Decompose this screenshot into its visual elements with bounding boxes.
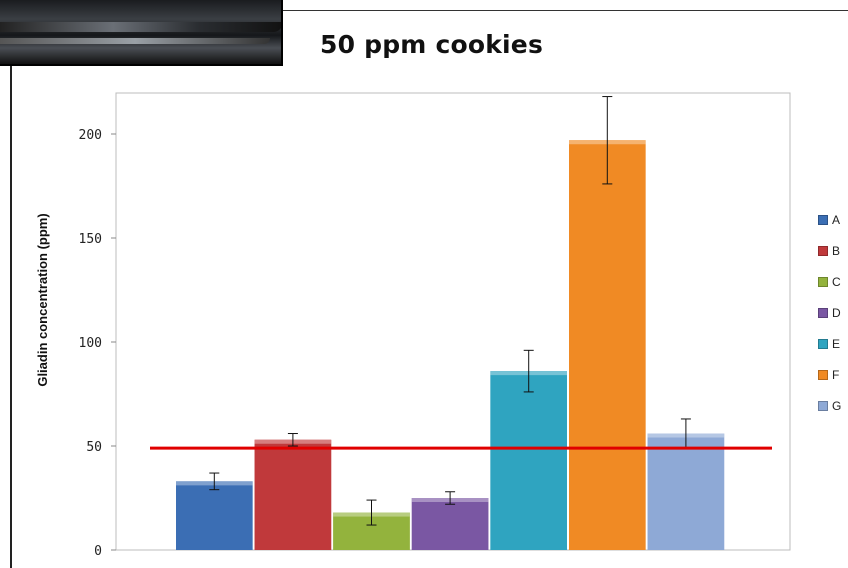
legend-label: E bbox=[832, 336, 841, 351]
legend-swatch bbox=[818, 307, 828, 318]
photo-sheen bbox=[0, 22, 281, 32]
y-tick-label: 100 bbox=[79, 336, 102, 351]
bar-shade bbox=[254, 439, 332, 550]
legend-label: G bbox=[832, 398, 842, 413]
y-tick-label: 200 bbox=[79, 128, 102, 143]
legend-label: C bbox=[832, 274, 841, 289]
chart-title: 50 ppm cookies bbox=[320, 30, 544, 59]
photo-crop bbox=[0, 0, 283, 66]
legend-label: D bbox=[832, 305, 841, 320]
legend-item: E bbox=[818, 328, 841, 359]
bar-shade bbox=[176, 481, 253, 550]
legend-swatch bbox=[818, 400, 828, 411]
legend-item: G bbox=[818, 390, 841, 421]
legend-label: F bbox=[832, 367, 840, 382]
legend-item: C bbox=[818, 266, 841, 297]
legend-swatch bbox=[818, 245, 828, 256]
legend-label: B bbox=[832, 243, 841, 258]
legend-item: D bbox=[818, 297, 841, 328]
legend-item: A bbox=[818, 204, 841, 235]
left-rule bbox=[10, 66, 12, 568]
top-rule bbox=[283, 10, 848, 11]
bar-shade bbox=[647, 433, 725, 550]
legend-swatch bbox=[818, 214, 828, 225]
y-tick-label: 0 bbox=[94, 544, 102, 559]
legend-swatch bbox=[818, 338, 828, 349]
legend-item: F bbox=[818, 359, 841, 390]
y-tick-label: 50 bbox=[86, 440, 102, 455]
legend-label: A bbox=[832, 212, 841, 227]
legend-swatch bbox=[818, 369, 828, 380]
y-tick-label: 150 bbox=[79, 232, 102, 247]
bar-shade bbox=[569, 140, 646, 551]
legend-item: B bbox=[818, 235, 841, 266]
bar-shade bbox=[490, 371, 567, 550]
photo-sheen bbox=[0, 38, 270, 44]
bar-shade bbox=[411, 498, 489, 550]
legend: A B C D E F G bbox=[818, 204, 841, 421]
legend-swatch bbox=[818, 276, 828, 287]
